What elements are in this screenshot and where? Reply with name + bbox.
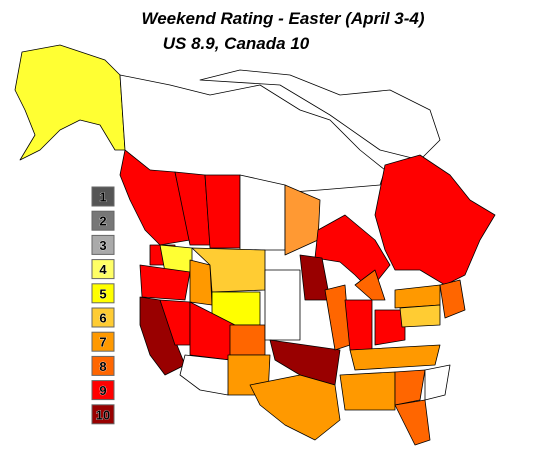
- map: [14, 44, 496, 446]
- legend-swatch: [91, 210, 115, 231]
- region: [159, 244, 193, 273]
- region: [179, 354, 231, 396]
- legend-label: 2: [99, 214, 106, 229]
- region: [349, 344, 441, 371]
- region: [399, 304, 441, 328]
- region: [139, 264, 191, 301]
- legend-label: 5: [99, 286, 106, 301]
- region: [249, 374, 341, 441]
- legend-swatch: [91, 283, 115, 304]
- legend-swatch: [91, 307, 115, 328]
- legend-swatch: [91, 404, 115, 425]
- region: [204, 174, 241, 249]
- legend-swatch: [91, 355, 115, 376]
- region: [374, 309, 406, 346]
- title: Weekend Rating - Easter (April 3-4): [141, 9, 424, 28]
- region: [394, 284, 441, 309]
- region: [424, 364, 451, 401]
- region: [344, 299, 373, 351]
- legend: 1 2 3 4 5 6 7 8 9 10: [91, 186, 115, 425]
- legend-swatch: [91, 234, 115, 255]
- legend-swatch: [91, 186, 115, 207]
- legend-label: 8: [99, 359, 106, 374]
- region: [239, 174, 286, 251]
- legend-label: 3: [99, 238, 106, 253]
- legend-swatch: [91, 259, 115, 280]
- region: [284, 184, 321, 256]
- region: [394, 369, 426, 406]
- subtitle: US 8.9, Canada 10: [163, 34, 310, 53]
- legend-label: 9: [99, 383, 106, 398]
- region: [324, 284, 351, 351]
- legend-label: 7: [99, 335, 106, 350]
- region: [229, 324, 266, 356]
- legend-label: 10: [96, 407, 110, 422]
- legend-label: 4: [99, 262, 107, 277]
- legend-swatch: [91, 380, 115, 401]
- region: [191, 247, 266, 293]
- legend-label: 6: [99, 311, 106, 326]
- region: [394, 399, 431, 446]
- region: [199, 69, 441, 161]
- region: [264, 269, 301, 341]
- legend-swatch: [91, 331, 115, 352]
- region: [339, 371, 396, 411]
- region: [14, 44, 126, 161]
- region: [439, 279, 466, 319]
- legend-label: 1: [99, 190, 106, 205]
- region: [189, 259, 213, 306]
- region: [374, 154, 496, 286]
- region: [354, 269, 386, 301]
